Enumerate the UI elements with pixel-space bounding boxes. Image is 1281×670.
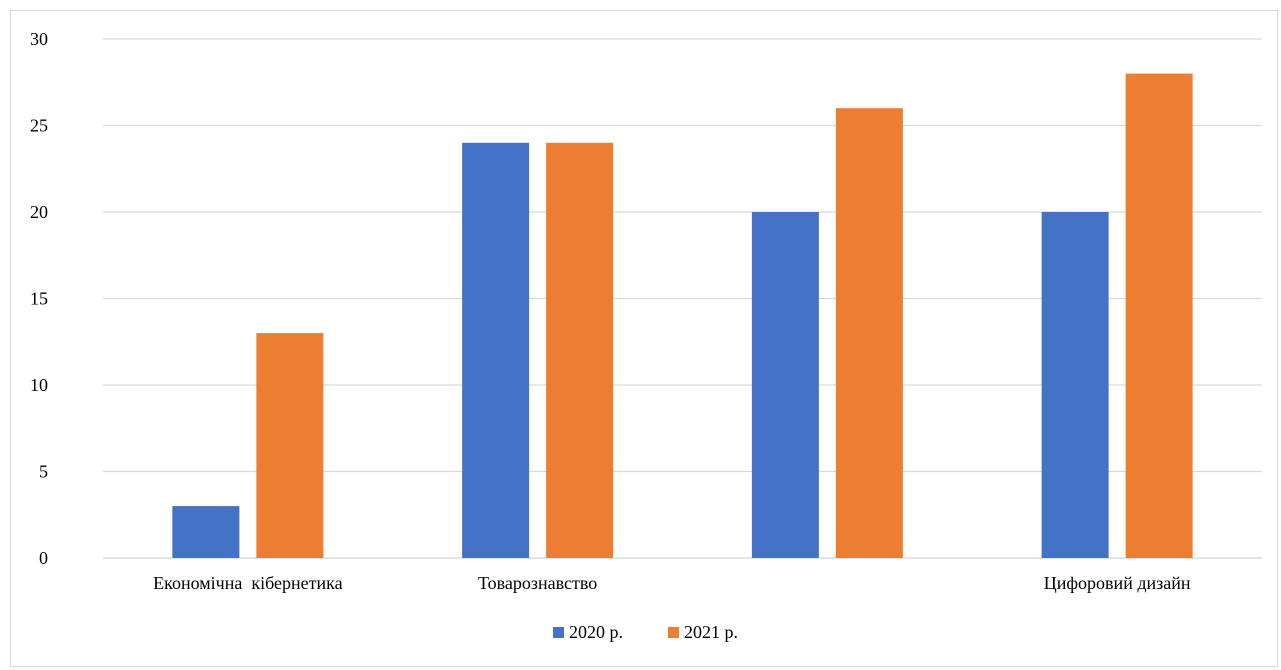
bar-2020р-2 <box>751 212 819 558</box>
bar-2021р-2 <box>835 108 903 558</box>
x-axis-category-labels: Економічна кібернетика Товарознавство Цифо… <box>153 573 1191 593</box>
bar-2021р-1 <box>546 142 614 559</box>
bar-2020р-1 <box>462 142 530 559</box>
bars <box>172 73 1193 559</box>
y-tick-label: 20 <box>30 202 48 222</box>
y-tick-label: 30 <box>30 29 48 49</box>
y-tick-label: 15 <box>30 289 48 309</box>
y-tick-label: 25 <box>30 116 48 136</box>
y-tick-label: 0 <box>39 548 48 568</box>
legend: 2020 р. 2021 р. <box>553 622 738 642</box>
x-category-label: Товарознавство <box>478 573 597 593</box>
legend-swatch <box>553 627 564 638</box>
bar-2021р-3 <box>1125 73 1193 558</box>
x-category-label: Цифоровий дизайн <box>1044 573 1191 593</box>
bar-2020р-0 <box>172 506 240 558</box>
y-tick-label: 5 <box>39 462 48 482</box>
bar-2020р-3 <box>1041 212 1109 558</box>
y-tick-label: 10 <box>30 375 48 395</box>
legend-swatch <box>668 627 679 638</box>
legend-label: 2020 р. <box>569 622 623 642</box>
y-axis-tick-labels: 0 5 10 15 20 25 30 <box>30 29 48 568</box>
legend-label: 2021 р. <box>684 622 738 642</box>
bar-2021р-0 <box>256 333 324 558</box>
x-category-label: Економічна кібернетика <box>153 573 342 593</box>
